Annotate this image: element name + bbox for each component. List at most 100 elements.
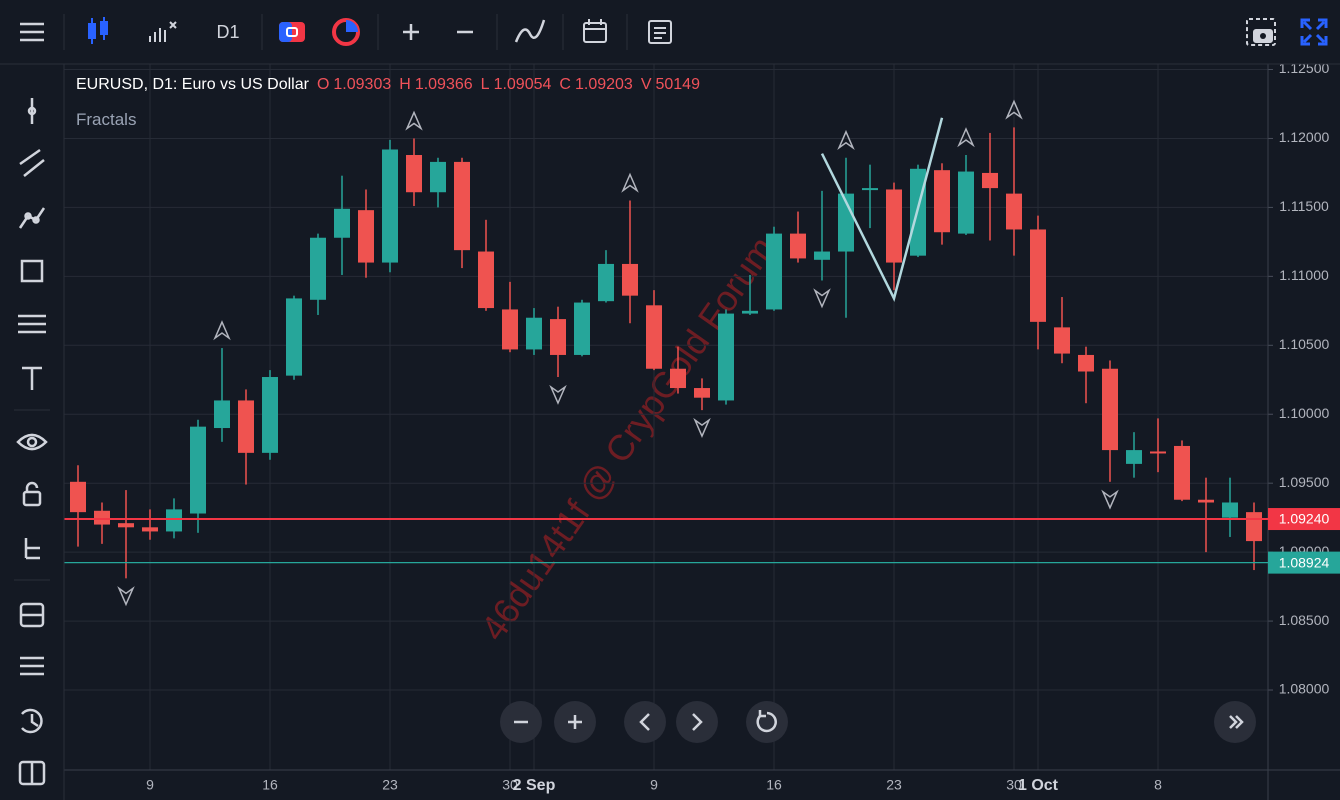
fullscreen-button[interactable] (1300, 18, 1328, 46)
price-label-bg (1268, 551, 1340, 574)
candle-body (742, 310, 758, 314)
ohlc-value: 1.09366 (414, 76, 473, 93)
crosshair-tool[interactable] (27, 98, 37, 124)
screenshot-button[interactable] (1246, 18, 1276, 46)
candle-body (1246, 512, 1262, 542)
candle-body (166, 509, 182, 532)
fib-tool[interactable] (18, 314, 46, 334)
candle-body (622, 263, 638, 296)
candle-body (862, 188, 878, 191)
candle-body (1078, 354, 1094, 372)
compare-button[interactable] (279, 22, 305, 42)
fractal-down (693, 417, 711, 438)
fractal-up (837, 129, 855, 150)
price-label: 1.09240 (1279, 511, 1330, 527)
indicators-button[interactable] (149, 21, 177, 42)
fractal-up (621, 172, 639, 193)
candle-body (454, 161, 470, 251)
fractal-up (1005, 99, 1023, 120)
candle-body (406, 155, 422, 193)
symbol-title: EURUSD, D1: Euro vs US Dollar (76, 76, 309, 93)
candle-body (1006, 193, 1022, 230)
drawing-button[interactable] (514, 19, 546, 43)
candle-body (766, 233, 782, 310)
y-tick-label: 1.08500 (1279, 612, 1330, 628)
ohlc-values: O 1.09303 H 1.09366 L 1.09054 C 1.09203 V 50149 (309, 76, 700, 93)
orders-button[interactable] (20, 656, 44, 676)
trendline-tool[interactable] (19, 148, 45, 177)
shape-tool[interactable] (20, 259, 44, 283)
ohlc-key: O (316, 76, 330, 93)
symbol-header: EURUSD, D1: Euro vs US Dollar O 1.09303 H 1.… (76, 76, 700, 94)
candle-body (694, 388, 710, 398)
x-tick-label: 9 (146, 777, 154, 793)
candle-body (118, 523, 134, 528)
objects-tool[interactable] (24, 538, 40, 560)
candle-body (1174, 445, 1190, 500)
ohlc-key: V (640, 76, 652, 93)
ohlc-key: C (559, 76, 571, 93)
journal-button[interactable] (18, 760, 46, 786)
candle-body (430, 161, 446, 193)
text-tool[interactable] (22, 366, 42, 390)
x-tick-label: 23 (382, 777, 398, 793)
candle-body (142, 527, 158, 532)
candle-body (814, 251, 830, 260)
ohlc-value: 1.09303 (333, 76, 392, 93)
sidebar-bg (0, 65, 64, 800)
candle-body (550, 319, 566, 355)
candle-body (382, 149, 398, 263)
chart-type-button[interactable] (88, 17, 108, 44)
candle-body (262, 377, 278, 453)
x-tick-label: 16 (766, 777, 782, 793)
ohlc-key: H (399, 76, 411, 93)
scroll-end-control[interactable] (1214, 701, 1256, 743)
scroll-right-control[interactable] (676, 701, 718, 743)
candle-body (718, 313, 734, 401)
candle-body (334, 208, 350, 238)
x-tick-label: 8 (1154, 777, 1162, 793)
reset-control[interactable] (746, 701, 788, 743)
price-label: 1.08924 (1279, 554, 1330, 570)
candle-body (1150, 451, 1166, 454)
timeframe-button[interactable]: D1 (216, 22, 239, 42)
menu-button[interactable] (20, 22, 44, 42)
zoom-in-button[interactable] (403, 24, 419, 40)
notes-button[interactable] (648, 20, 672, 44)
candle-body (886, 189, 902, 263)
chart-controls (500, 701, 1256, 743)
candle-body (646, 305, 662, 369)
candle-body (526, 317, 542, 350)
calendar-button[interactable] (583, 19, 607, 43)
candle-body (358, 210, 374, 263)
fractal-down (117, 586, 135, 607)
candle-body (958, 171, 974, 234)
scroll-left-control[interactable] (624, 701, 666, 743)
candle-body (214, 400, 230, 429)
ohlc-value: 1.09203 (574, 76, 633, 93)
ohlc-item: V 50149 (641, 76, 700, 93)
y-tick-label: 1.09500 (1279, 474, 1330, 490)
history-button[interactable] (21, 708, 43, 734)
y-tick-label: 1.12000 (1279, 129, 1330, 145)
zoom-out-control[interactable] (500, 701, 542, 743)
visibility-tool[interactable] (16, 433, 48, 451)
candle-body (190, 426, 206, 514)
zoom-in-control[interactable] (554, 701, 596, 743)
fractal-up (957, 127, 975, 148)
fractal-up (405, 110, 423, 131)
replay-button[interactable] (332, 18, 360, 46)
top-toolbar: D1 (0, 0, 1340, 65)
lock-tool[interactable] (22, 481, 42, 507)
ohlc-value: 1.09054 (493, 76, 552, 93)
fractal-down (549, 384, 567, 405)
candle-body (1198, 499, 1214, 503)
ray-tool[interactable] (18, 207, 46, 229)
indicator-label: Fractals (76, 110, 137, 129)
ohlc-item: H 1.09366 (399, 76, 472, 93)
x-tick-label: 23 (886, 777, 902, 793)
trade-panel-button[interactable] (19, 602, 45, 628)
y-tick-label: 1.08000 (1279, 681, 1330, 697)
x-tick-label: 9 (650, 777, 658, 793)
candle-body (982, 172, 998, 189)
